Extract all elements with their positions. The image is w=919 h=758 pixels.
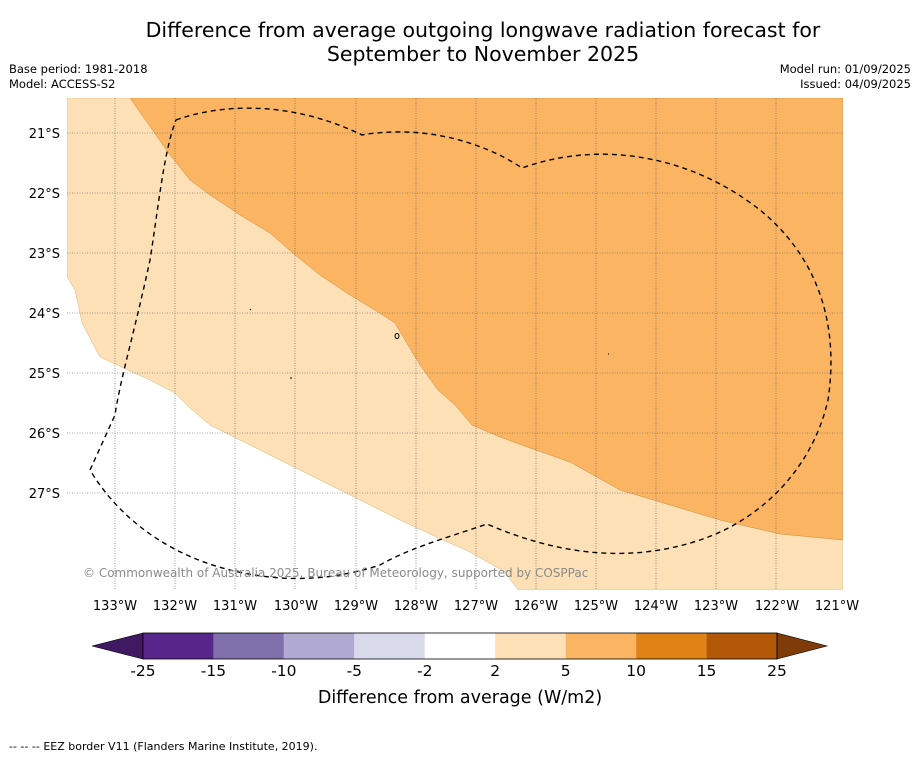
map-title: Difference from average outgoing longwav…: [0, 18, 919, 66]
colorbar-tick-labels: -25 -15 -10 -5 -2 2 5 10 15 25: [130, 662, 787, 680]
lat-label: 27°S: [29, 487, 60, 502]
colorbar-swatch: [495, 633, 566, 659]
lon-label: 121°W: [815, 599, 859, 614]
base-period: Base period: 1981-2018: [9, 62, 148, 76]
map-area: © Commonwealth of Australia 2025, Bureau…: [67, 98, 843, 590]
colorbar-tick-label: -5: [347, 662, 362, 680]
colorbar-swatch: [143, 633, 214, 659]
lon-label: 132°W: [153, 599, 197, 614]
copyright-notice: © Commonwealth of Australia 2025, Bureau…: [83, 566, 588, 580]
metadata-right: Model run: 01/09/2025 Issued: 04/09/2025: [780, 62, 911, 92]
colorbar: -25 -15 -10 -5 -2 2 5 10 15 25 Difference from av…: [91, 632, 829, 708]
lon-label: 129°W: [334, 599, 378, 614]
colorbar-arrow-low: [91, 632, 144, 660]
colorbar-tick-label: 5: [561, 662, 571, 680]
islands: [249, 308, 609, 379]
eez-border: [89, 107, 832, 580]
metadata-left: Base period: 1981-2018 Model: ACCESS-S2: [9, 62, 148, 92]
lon-label: 123°W: [694, 599, 738, 614]
colorbar-title: Difference from average (W/m2): [318, 688, 602, 708]
colorbar-tick-label: 10: [626, 662, 646, 680]
lon-label: 128°W: [394, 599, 438, 614]
title-line-2: September to November 2025: [326, 42, 640, 66]
lon-labels: 133°W 132°W 131°W 130°W 129°W 128°W 127°…: [93, 599, 859, 614]
lat-label: 22°S: [29, 187, 60, 202]
colorbar-swatch: [424, 633, 496, 659]
longitude-gridlines: [114, 98, 777, 590]
colorbar-tick-label: -25: [130, 662, 155, 680]
lat-label: 23°S: [29, 247, 60, 262]
latitude-gridlines: [67, 132, 843, 494]
colorbar-tick-label: 25: [767, 662, 787, 680]
colorbar-swatch: [354, 633, 425, 659]
colorbar-tick-label: -15: [201, 662, 226, 680]
lon-label: 133°W: [93, 599, 137, 614]
eez-legend: -- -- -- EEZ border V11 (Flanders Marine…: [9, 740, 317, 753]
colorbar-swatch: [213, 633, 284, 659]
lon-label: 124°W: [634, 599, 678, 614]
colorbar-arrow-high: [776, 632, 829, 660]
colorbar-swatch: [283, 633, 355, 659]
eez-legend-text: EEZ border V11 (Flanders Marine Institut…: [43, 740, 318, 753]
colorbar-swatches: [91, 632, 829, 660]
model-run: Model run: 01/09/2025: [779, 62, 911, 76]
colorbar-tick-label: 15: [697, 662, 717, 680]
colorbar-swatch: [565, 633, 637, 659]
lat-labels: 21°S 22°S 23°S 24°S 25°S 26°S 27°S: [29, 127, 60, 502]
colorbar-tick-label: 2: [490, 662, 500, 680]
lon-label: 131°W: [213, 599, 257, 614]
lon-label: 125°W: [574, 599, 618, 614]
colorbar-frame: [142, 632, 778, 660]
colorbar-tick-label: -2: [417, 662, 432, 680]
colorbar-swatch: [636, 633, 707, 659]
lon-label: 130°W: [274, 599, 318, 614]
lon-label: 127°W: [454, 599, 498, 614]
lat-label: 26°S: [29, 427, 60, 442]
lon-label: 126°W: [514, 599, 558, 614]
lat-label: 24°S: [29, 307, 60, 322]
issued-date: Issued: 04/09/2025: [800, 77, 911, 91]
lat-label: 25°S: [29, 367, 60, 382]
lon-label: 122°W: [755, 599, 799, 614]
eez-legend-marker: -- -- --: [9, 740, 40, 753]
title-line-1: Difference from average outgoing longwav…: [145, 18, 821, 42]
anomaly-5-to-10-region: [129, 98, 843, 541]
lat-label: 21°S: [29, 127, 60, 142]
model-name: Model: ACCESS-S2: [9, 77, 116, 91]
colorbar-swatch: [706, 633, 777, 659]
colorbar-tick-label: -10: [271, 662, 296, 680]
